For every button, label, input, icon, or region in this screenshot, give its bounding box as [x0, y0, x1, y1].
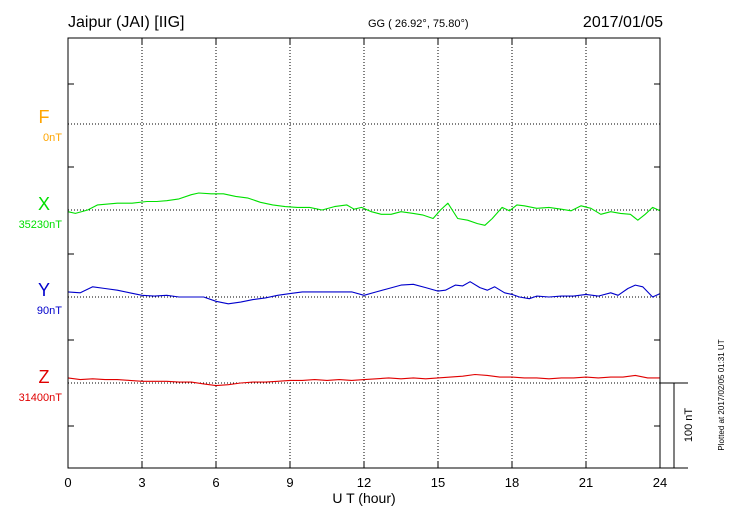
series-line-x [67, 192, 661, 226]
plot-timestamp-note: Plotted at 2017/02/05 01:31 UT [717, 339, 726, 450]
channel-baseline-label: 31400nT [19, 392, 63, 404]
station-coordinates: GG ( 26.92°, 75.80°) [368, 18, 469, 30]
chart-date: 2017/01/05 [583, 14, 663, 31]
channel-name: Z [39, 367, 50, 387]
series-group [67, 192, 661, 387]
channel-baseline-label: 90nT [37, 305, 62, 317]
series-line-y [67, 281, 661, 305]
x-tick-label: 9 [286, 475, 293, 490]
plot-frame [67, 37, 661, 469]
x-tick-label: 18 [505, 475, 519, 490]
channel-baseline-label: 0nT [43, 132, 62, 144]
scale-bar: 100 nT [660, 382, 695, 469]
x-tick-label: 21 [579, 475, 593, 490]
grid [68, 38, 660, 468]
x-tick-label: 6 [212, 475, 219, 490]
x-axis: 0 3 6 9 12 15 18 21 24 [64, 38, 667, 490]
x-tick-label: 12 [357, 475, 371, 490]
x-tick-label: 15 [431, 475, 445, 490]
channel-name: X [38, 194, 50, 214]
x-tick-label: 0 [64, 475, 71, 490]
channel-baseline-label: 35230nT [19, 219, 63, 231]
station-title: Jaipur (JAI) [IIG] [68, 14, 184, 31]
x-tick-label: 24 [653, 475, 667, 490]
x-tick-label: 3 [138, 475, 145, 490]
series-line-z [67, 373, 660, 387]
channel-name: F [39, 107, 50, 127]
x-axis-title: U T (hour) [332, 490, 395, 506]
channel-name: Y [38, 280, 50, 300]
channel-labels: F 0nT X 35230nT Y 90nT Z 31400nT [19, 107, 63, 404]
scale-bar-label: 100 nT [683, 408, 695, 443]
